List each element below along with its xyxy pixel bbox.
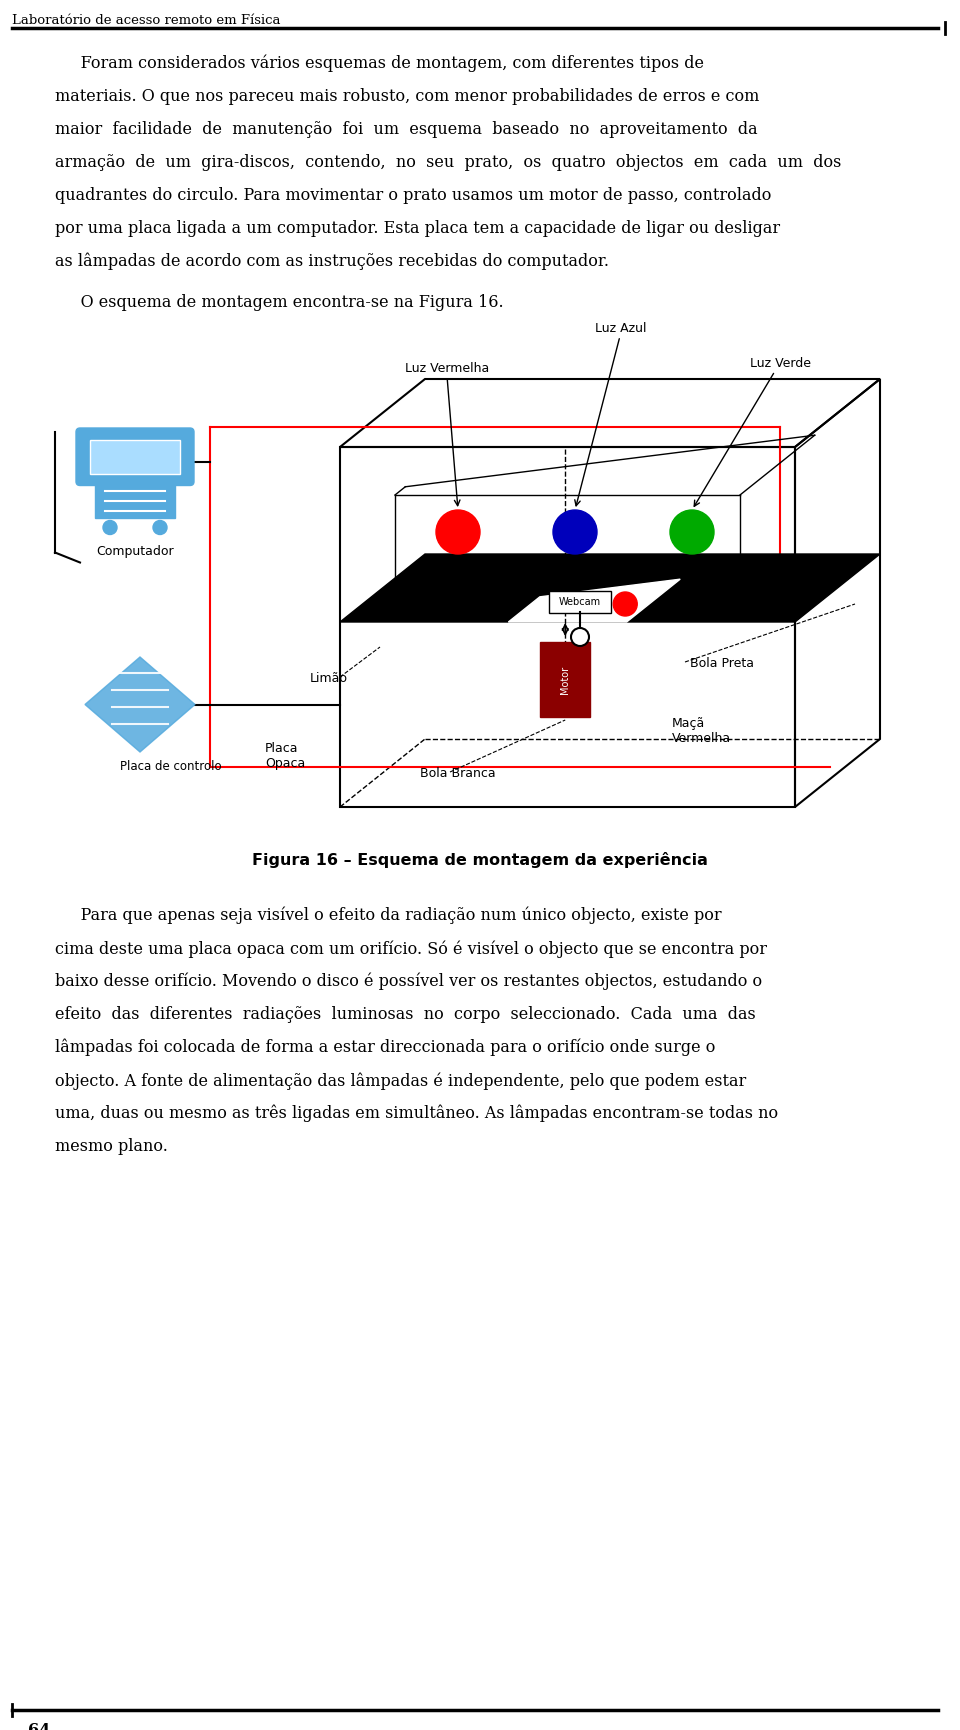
Text: lâmpadas foi colocada de forma a estar direccionada para o orifício onde surge o: lâmpadas foi colocada de forma a estar d… bbox=[55, 1040, 715, 1057]
Circle shape bbox=[613, 592, 637, 616]
Text: por uma placa ligada a um computador. Esta placa tem a capacidade de ligar ou de: por uma placa ligada a um computador. Es… bbox=[55, 220, 780, 237]
Text: Figura 16 – Esquema de montagem da experiência: Figura 16 – Esquema de montagem da exper… bbox=[252, 851, 708, 868]
Text: as lâmpadas de acordo com as instruções recebidas do computador.: as lâmpadas de acordo com as instruções … bbox=[55, 253, 609, 270]
Text: armação  de  um  gira-discos,  contendo,  no  seu  prato,  os  quatro  objectos : armação de um gira-discos, contendo, no … bbox=[55, 154, 841, 171]
FancyBboxPatch shape bbox=[549, 592, 611, 612]
Text: cima deste uma placa opaca com um orifício. Só é visível o objecto que se encont: cima deste uma placa opaca com um orifíc… bbox=[55, 939, 767, 957]
Text: maior  facilidade  de  manutenção  foi  um  esquema  baseado  no  aproveitamento: maior facilidade de manutenção foi um es… bbox=[55, 121, 757, 138]
Text: uma, duas ou mesmo as três ligadas em simultâneo. As lâmpadas encontram-se todas: uma, duas ou mesmo as três ligadas em si… bbox=[55, 1105, 779, 1123]
Circle shape bbox=[436, 510, 480, 554]
Text: Laboratório de acesso remoto em Física: Laboratório de acesso remoto em Física bbox=[12, 14, 280, 28]
Text: materiais. O que nos pareceu mais robusto, com menor probabilidades de erros e c: materiais. O que nos pareceu mais robust… bbox=[55, 88, 759, 106]
Text: mesmo plano.: mesmo plano. bbox=[55, 1138, 168, 1156]
Polygon shape bbox=[509, 580, 681, 623]
Text: Motor: Motor bbox=[561, 666, 570, 694]
Circle shape bbox=[571, 628, 589, 645]
Bar bbox=[95, 483, 175, 517]
Text: Webcam: Webcam bbox=[559, 597, 601, 607]
Text: Para que apenas seja visível o efeito da radiação num único objecto, existe por: Para que apenas seja visível o efeito da… bbox=[55, 907, 722, 924]
Text: Luz Vermelha: Luz Vermelha bbox=[405, 362, 490, 375]
Text: Bola Preta: Bola Preta bbox=[690, 657, 754, 670]
Circle shape bbox=[103, 521, 117, 535]
Text: Luz Verde: Luz Verde bbox=[750, 356, 811, 370]
Text: Luz Azul: Luz Azul bbox=[595, 322, 646, 336]
Polygon shape bbox=[85, 657, 195, 753]
Circle shape bbox=[553, 510, 597, 554]
Text: 64: 64 bbox=[28, 1721, 50, 1730]
Polygon shape bbox=[340, 554, 880, 623]
Circle shape bbox=[153, 521, 167, 535]
Text: Computador: Computador bbox=[96, 545, 174, 557]
Bar bbox=[90, 439, 180, 474]
Text: quadrantes do circulo. Para movimentar o prato usamos um motor de passo, control: quadrantes do circulo. Para movimentar o… bbox=[55, 187, 772, 204]
Text: objecto. A fonte de alimentação das lâmpadas é independente, pelo que podem esta: objecto. A fonte de alimentação das lâmp… bbox=[55, 1073, 746, 1090]
Text: baixo desse orifício. Movendo o disco é possível ver os restantes objectos, estu: baixo desse orifício. Movendo o disco é … bbox=[55, 972, 762, 991]
Circle shape bbox=[670, 510, 714, 554]
FancyBboxPatch shape bbox=[76, 427, 194, 486]
Text: O esquema de montagem encontra-se na Figura 16.: O esquema de montagem encontra-se na Fig… bbox=[55, 294, 504, 311]
Text: efeito  das  diferentes  radiações  luminosas  no  corpo  seleccionado.  Cada  u: efeito das diferentes radiações luminosa… bbox=[55, 1007, 756, 1022]
Text: Bola Branca: Bola Branca bbox=[420, 766, 495, 780]
Text: Placa de controlo: Placa de controlo bbox=[120, 759, 222, 773]
Text: Limão: Limão bbox=[310, 671, 348, 685]
Text: Maçã
Vermelha: Maçã Vermelha bbox=[672, 716, 732, 746]
Bar bbox=[540, 642, 590, 716]
Text: Foram considerados vários esquemas de montagem, com diferentes tipos de: Foram considerados vários esquemas de mo… bbox=[55, 55, 704, 73]
Text: Placa
Opaca: Placa Opaca bbox=[265, 742, 305, 770]
